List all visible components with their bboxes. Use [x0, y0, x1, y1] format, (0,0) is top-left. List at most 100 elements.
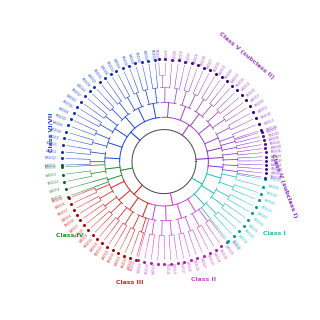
Text: MtSDG12: MtSDG12	[45, 156, 57, 160]
Text: MtSDG36: MtSDG36	[266, 191, 278, 199]
Text: MtSDG06: MtSDG06	[200, 54, 207, 67]
Text: MtSDG08: MtSDG08	[61, 100, 73, 109]
Text: AtSDG08: AtSDG08	[58, 107, 69, 115]
Text: MtSDG02: MtSDG02	[134, 51, 141, 63]
Text: MtSDG43: MtSDG43	[268, 131, 280, 138]
Text: MtSDG33: MtSDG33	[243, 229, 254, 240]
Text: AtSDG07: AtSDG07	[66, 94, 77, 104]
Text: Class IV: Class IV	[56, 233, 83, 238]
Text: AtSDG04: AtSDG04	[268, 184, 280, 191]
Text: MtSDG28: MtSDG28	[192, 259, 199, 271]
Text: MtSDG25: MtSDG25	[145, 262, 150, 274]
Text: AtSDG29: AtSDG29	[224, 244, 234, 256]
Text: AtSDG04: AtSDG04	[99, 64, 108, 76]
Text: MtSDG14: MtSDG14	[47, 180, 59, 186]
Text: AtSDG30: AtSDG30	[237, 234, 248, 245]
Text: AtSDG08: AtSDG08	[270, 145, 282, 150]
Text: AtSDG20: AtSDG20	[165, 49, 170, 60]
Text: AtSDG10: AtSDG10	[48, 134, 60, 140]
Text: AtSDG09: AtSDG09	[52, 120, 64, 128]
Text: MtSDG21: MtSDG21	[95, 245, 105, 257]
Text: MtSDG42: MtSDG42	[269, 140, 282, 146]
Text: AtSDG06: AtSDG06	[271, 163, 282, 167]
Text: MtSDG08: MtSDG08	[172, 49, 177, 61]
Text: AtSDG22: AtSDG22	[127, 259, 134, 271]
Text: AtSDG25: AtSDG25	[171, 263, 176, 274]
Text: AtSDG09: AtSDG09	[269, 136, 280, 142]
Text: AtSDG02: AtSDG02	[256, 212, 268, 220]
Text: Class I: Class I	[262, 230, 285, 236]
Text: MtSDG01: MtSDG01	[254, 98, 266, 108]
Text: MtSDG04: MtSDG04	[225, 67, 235, 79]
Text: AtSDG19: AtSDG19	[180, 50, 185, 61]
Text: AtSDG06: AtSDG06	[75, 83, 86, 93]
Text: AtSDG26: AtSDG26	[185, 261, 192, 273]
Text: MtSDG15: MtSDG15	[51, 194, 63, 202]
Text: AtSDG18: AtSDG18	[193, 52, 200, 64]
Text: AtSDG16: AtSDG16	[61, 213, 73, 222]
Text: MtSDG13: MtSDG13	[45, 165, 57, 170]
Text: MtSDG09: MtSDG09	[154, 49, 158, 60]
Text: AtSDG12: AtSDG12	[45, 163, 57, 168]
Text: AtSDG01: AtSDG01	[142, 50, 148, 61]
Text: AtSDG11: AtSDG11	[264, 118, 276, 126]
Text: MtSDG23: MtSDG23	[120, 256, 128, 269]
Text: MtSDG04: MtSDG04	[105, 60, 114, 73]
Text: MtSDG41: MtSDG41	[271, 149, 283, 155]
Text: MtSDG34: MtSDG34	[252, 218, 264, 228]
Text: MtSDG22: MtSDG22	[107, 251, 116, 264]
Text: MtSDG40: MtSDG40	[271, 159, 283, 163]
Text: MtSDG30: MtSDG30	[218, 248, 228, 260]
Text: AtSDG10: AtSDG10	[267, 127, 278, 134]
Text: MtSDG03: MtSDG03	[236, 76, 246, 88]
Text: MtSDG19: MtSDG19	[73, 228, 84, 239]
Text: Class V (subclass II): Class V (subclass II)	[218, 31, 275, 80]
Text: AtSDG13: AtSDG13	[250, 92, 261, 102]
Text: MtSDG16: MtSDG16	[52, 196, 64, 204]
Text: MtSDG35: MtSDG35	[260, 205, 272, 214]
Text: AtSDG13: AtSDG13	[46, 172, 58, 178]
Text: AtSDG12: AtSDG12	[258, 105, 269, 114]
Text: MtSDG39: MtSDG39	[271, 167, 283, 172]
Text: MtSDG18: MtSDG18	[64, 218, 76, 228]
Text: AtSDG16: AtSDG16	[219, 64, 228, 75]
Text: AtSDG15: AtSDG15	[230, 72, 241, 83]
Text: AtSDG19: AtSDG19	[89, 241, 99, 253]
Text: MtSDG32: MtSDG32	[231, 239, 242, 251]
Text: AtSDG01: AtSDG01	[248, 224, 259, 234]
Text: MtSDG11: MtSDG11	[46, 141, 58, 147]
Text: MtSDG29: MtSDG29	[206, 254, 214, 267]
Text: MtSDG03: MtSDG03	[119, 55, 127, 67]
Text: AtSDG17: AtSDG17	[206, 57, 214, 69]
Text: MtSDG31: MtSDG31	[230, 240, 240, 252]
Text: MtSDG05: MtSDG05	[92, 68, 102, 80]
Text: AtSDG17: AtSDG17	[69, 223, 80, 234]
Text: MtSDG02: MtSDG02	[245, 87, 257, 97]
Text: MtSDG45: MtSDG45	[261, 111, 273, 120]
Text: MtSDG10: MtSDG10	[49, 127, 61, 134]
Text: MtSDG07: MtSDG07	[70, 88, 81, 99]
Text: AtSDG21: AtSDG21	[114, 254, 122, 266]
Text: MtSDG44: MtSDG44	[266, 125, 278, 132]
Text: AtSDG20: AtSDG20	[101, 248, 110, 260]
Text: MtSDG20: MtSDG20	[84, 237, 94, 249]
Text: AtSDG18: AtSDG18	[78, 233, 89, 244]
Text: MtSDG01: MtSDG01	[150, 49, 155, 61]
Text: MtSDG26: MtSDG26	[164, 263, 168, 275]
Text: AtSDG24: AtSDG24	[152, 263, 157, 274]
Text: AtSDG15: AtSDG15	[54, 202, 67, 210]
Text: AtSDG07: AtSDG07	[271, 154, 283, 159]
Text: AtSDG02: AtSDG02	[127, 53, 134, 65]
Text: MtSDG24: MtSDG24	[129, 259, 136, 271]
Text: AtSDG05: AtSDG05	[86, 73, 97, 84]
Text: AtSDG14: AtSDG14	[241, 81, 252, 92]
Text: AtSDG11: AtSDG11	[46, 149, 57, 154]
Text: MtSDG27: MtSDG27	[178, 262, 184, 274]
Text: Class V (subclass I): Class V (subclass I)	[270, 154, 298, 219]
Text: MtSDG07: MtSDG07	[186, 51, 193, 63]
Text: MtSDG09: MtSDG09	[54, 113, 67, 121]
Text: AtSDG03: AtSDG03	[263, 198, 275, 206]
Text: Class VI/VII: Class VI/VII	[48, 112, 53, 152]
Text: AtSDG27: AtSDG27	[199, 257, 206, 269]
Text: MtSDG06: MtSDG06	[80, 77, 91, 89]
